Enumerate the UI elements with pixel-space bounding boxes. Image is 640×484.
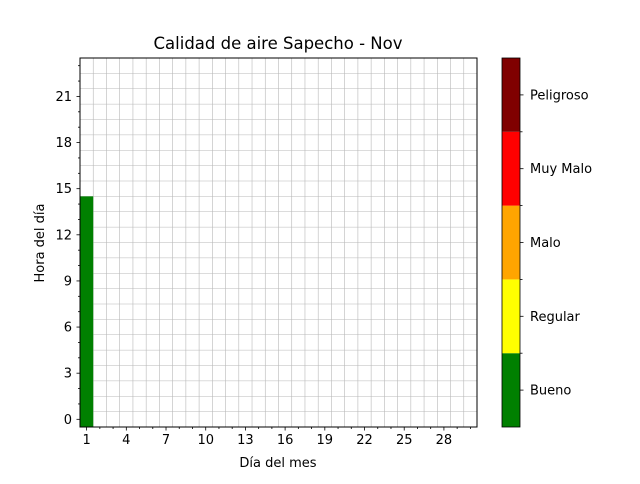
x-tick-label: 22 (356, 433, 373, 448)
y-tick-label: 12 (55, 228, 72, 243)
x-axis-label: Día del mes (239, 456, 316, 471)
data-cells (80, 196, 94, 427)
x-tick-label: 4 (122, 433, 130, 448)
y-tick-label: 9 (64, 274, 72, 289)
y-tick-label: 18 (55, 136, 72, 151)
x-tick-label: 7 (162, 433, 170, 448)
colorbar-segment (502, 279, 520, 354)
x-tick-label: 13 (237, 433, 254, 448)
x-tick-label: 19 (317, 433, 334, 448)
x-axis-ticks: 1 4 7 10 13 16 19 22 25 28 (82, 427, 471, 448)
y-axis-ticks: 0 3 6 9 12 15 18 21 (55, 65, 80, 428)
colorbar: Bueno Regular Malo Muy Malo Peligroso (501, 57, 592, 428)
grid-lines (80, 58, 477, 427)
colorbar-segment (502, 205, 520, 280)
colorbar-label: Peligroso (530, 88, 589, 103)
colorbar-segment (502, 131, 520, 206)
x-tick-label: 25 (396, 433, 413, 448)
colorbar-label: Regular (530, 310, 581, 325)
y-tick-label: 21 (55, 90, 72, 105)
colorbar-label: Muy Malo (530, 162, 592, 177)
colorbar-label: Malo (530, 236, 561, 251)
chart-title: Calidad de aire Sapecho - Nov (154, 34, 403, 53)
y-tick-label: 15 (55, 182, 72, 197)
y-tick-label: 3 (64, 367, 72, 382)
x-tick-label: 10 (197, 433, 214, 448)
x-tick-label: 16 (277, 433, 294, 448)
y-tick-label: 6 (64, 321, 72, 336)
colorbar-segment (502, 58, 520, 132)
plot-axes (79, 57, 478, 428)
colorbar-label: Bueno (530, 384, 571, 399)
x-tick-label: 1 (82, 433, 90, 448)
y-tick-label: 0 (64, 413, 72, 428)
colorbar-segment (502, 353, 520, 427)
data-cell (80, 196, 94, 427)
y-axis-label: Hora del día (33, 204, 48, 283)
x-tick-label: 28 (436, 433, 453, 448)
plot-frame (79, 57, 478, 428)
